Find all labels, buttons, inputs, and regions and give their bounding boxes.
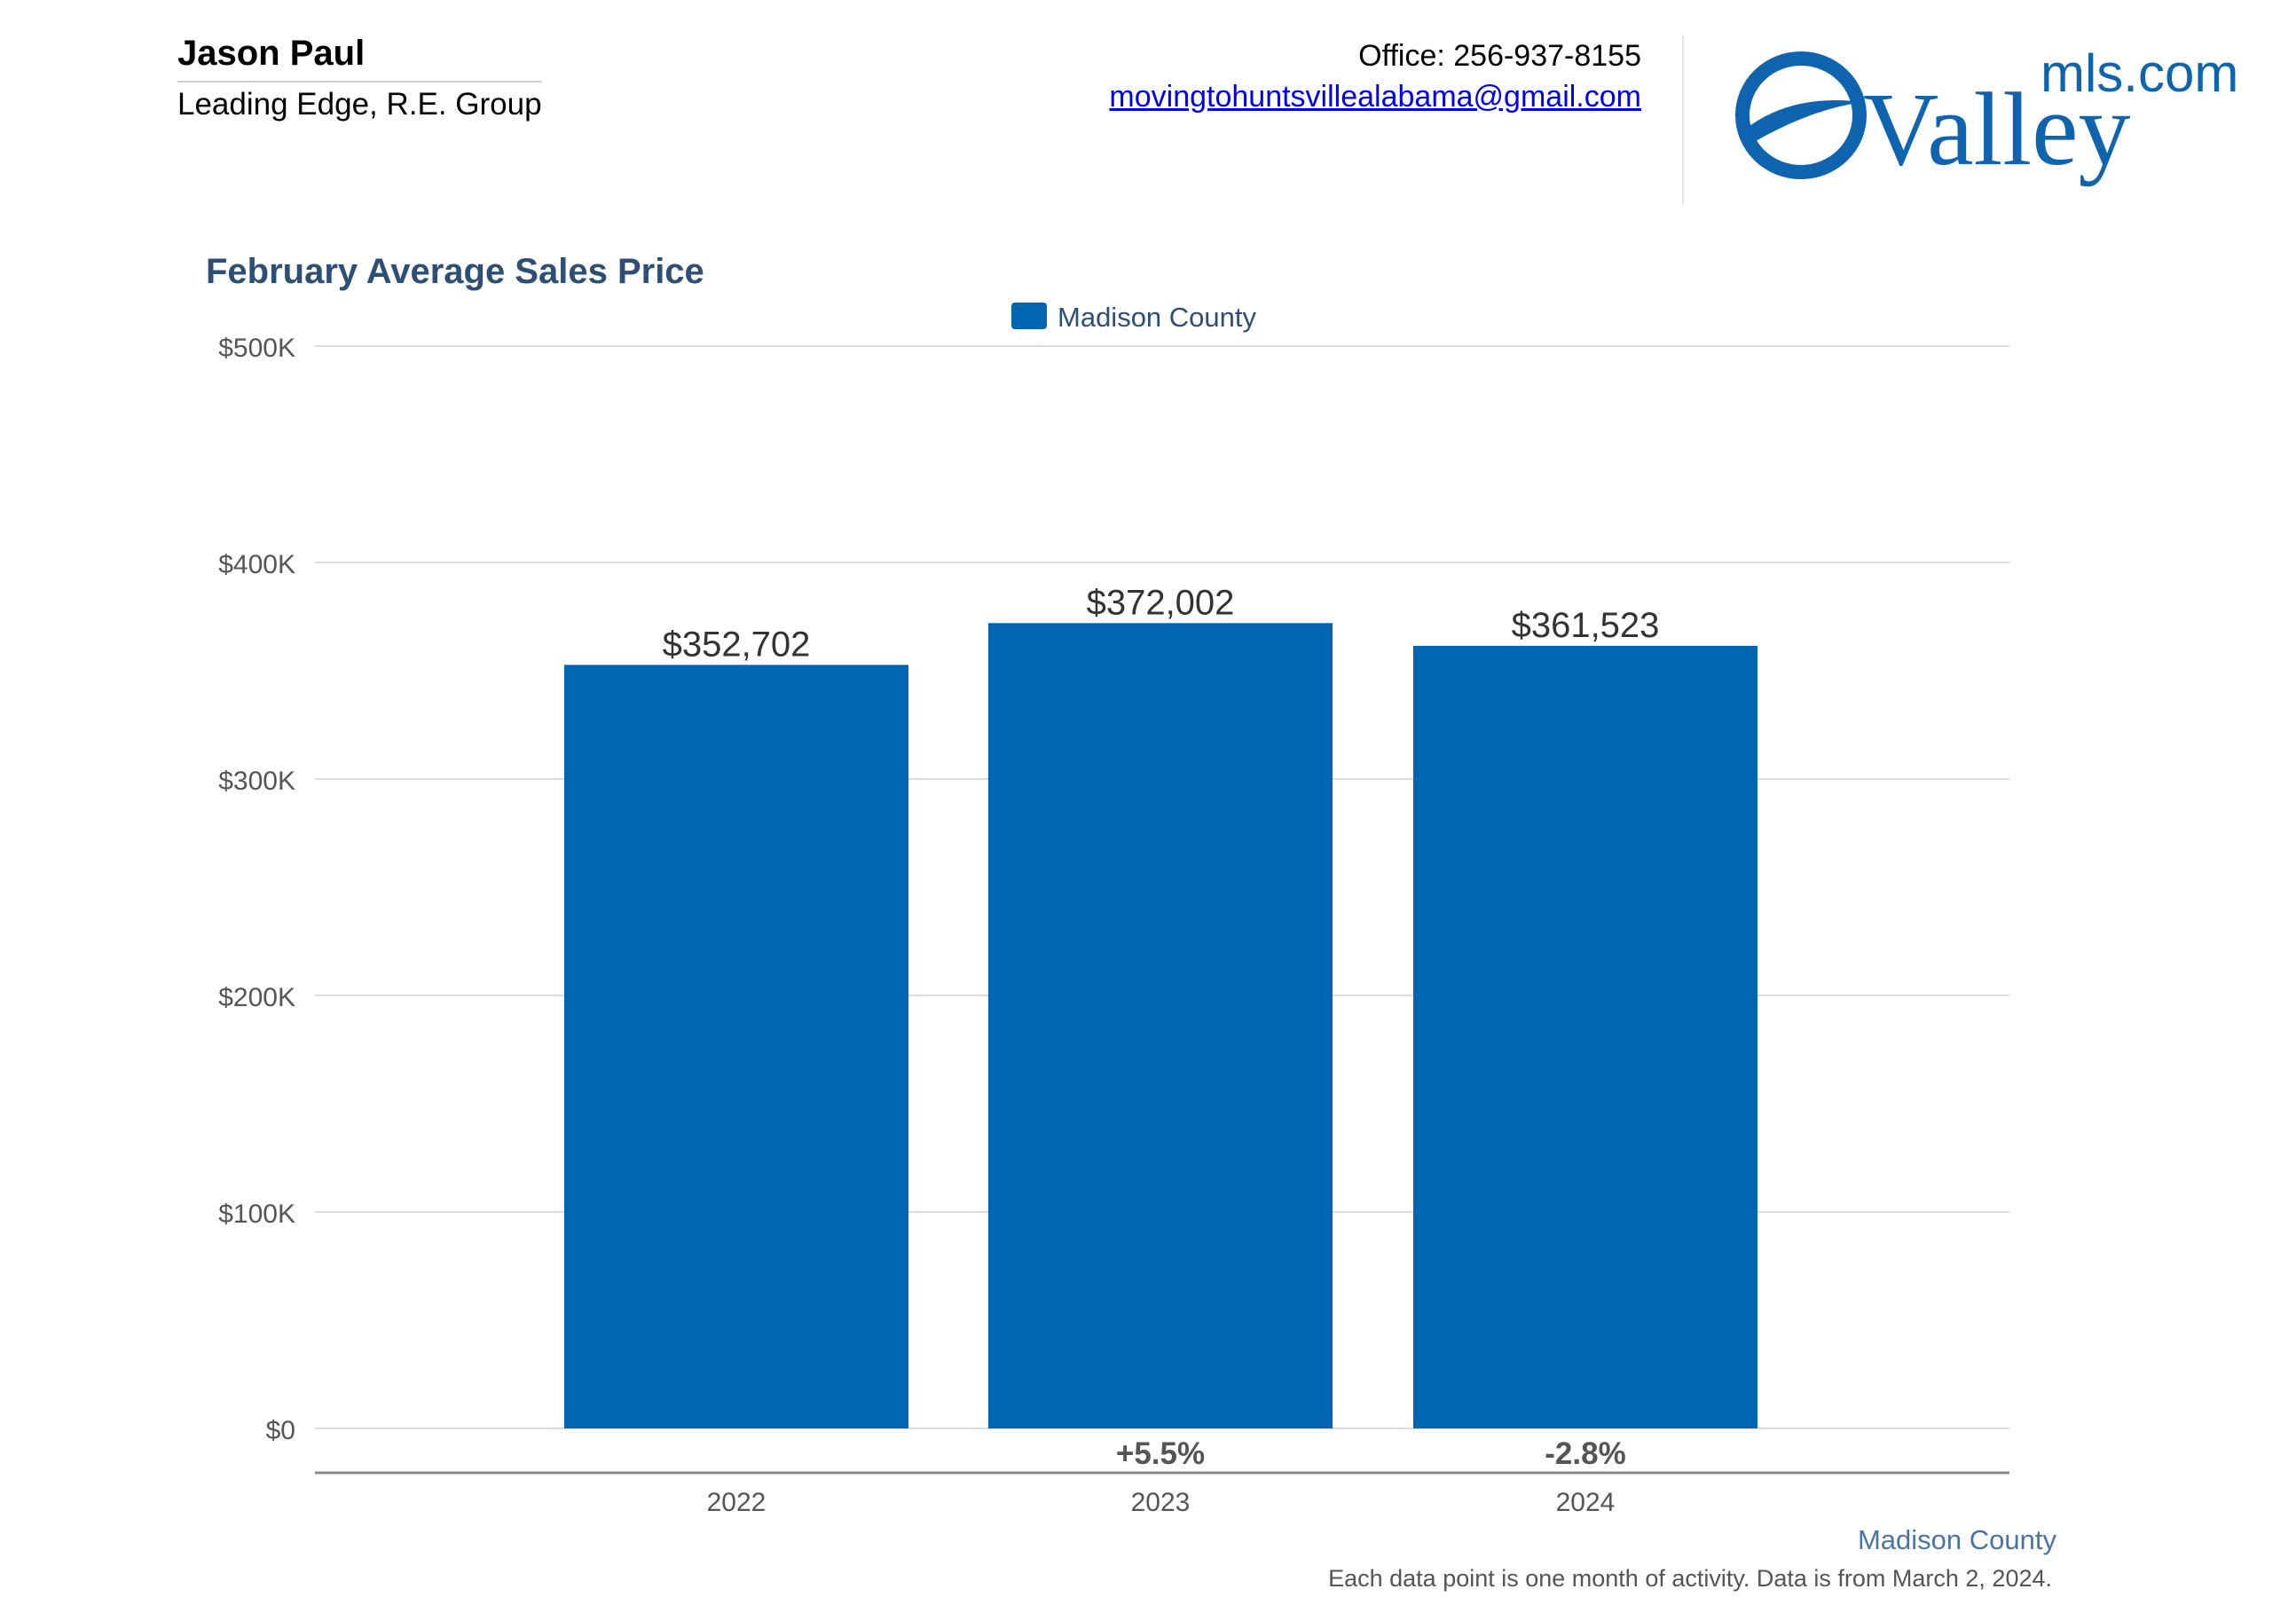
agent-company: Leading Edge, R.E. Group	[177, 87, 542, 122]
chart-title: February Average Sales Price	[206, 252, 704, 291]
change-label: +5.5%	[1116, 1436, 1205, 1471]
y-tick-label: $0	[266, 1416, 295, 1445]
bars	[564, 623, 1757, 1428]
agent-underline	[177, 81, 541, 83]
legend-label: Madison County	[1058, 302, 1257, 333]
bar-value-label: $372,002	[1087, 583, 1235, 622]
x-tick-label: 2022	[707, 1488, 767, 1517]
y-tick-label: $100K	[218, 1200, 295, 1229]
legend: Madison County	[1011, 302, 1257, 333]
y-tick-label: $500K	[218, 334, 295, 363]
y-tick-label: $200K	[218, 983, 295, 1012]
x-tick-label: 2024	[1556, 1488, 1616, 1517]
bar-2024	[1413, 645, 1757, 1428]
logo-ring-icon	[1735, 51, 1867, 179]
email-link[interactable]: movingtohuntsvillealabama@gmail.com	[1109, 80, 1641, 114]
agent-name: Jason Paul	[177, 34, 366, 73]
footer-series-label: Madison County	[1857, 1524, 2056, 1555]
y-tick-label: $300K	[218, 767, 295, 796]
y-tick-label: $400K	[218, 550, 295, 579]
valleymls-logo: Valley mls.com	[1735, 43, 2238, 187]
logo-wordmark: Valley	[1863, 71, 2130, 187]
x-tick-label: 2023	[1131, 1488, 1191, 1517]
bar-2022	[564, 665, 908, 1428]
bar-value-label: $361,523	[1512, 606, 1660, 645]
footer-note: Each data point is one month of activity…	[1328, 1565, 2052, 1592]
logo-domain: mls.com	[2040, 43, 2238, 103]
legend-swatch	[1011, 303, 1047, 329]
bar-value-label: $352,702	[663, 625, 811, 664]
logo-swoosh-icon	[1746, 100, 1863, 145]
bar-2023	[988, 623, 1333, 1428]
header-divider	[1682, 35, 1684, 204]
office-phone: Office: 256-937-8155	[1358, 39, 1641, 73]
change-label: -2.8%	[1545, 1436, 1625, 1471]
labels: $0 $100K $200K $300K $400K $500K $352,702 2022 $…	[218, 334, 1659, 1517]
